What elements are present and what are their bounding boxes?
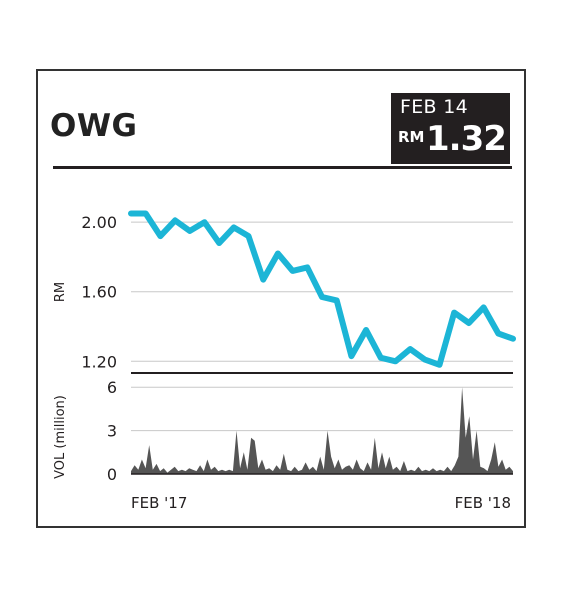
chart-frame <box>36 69 526 528</box>
volume-y-tick-label: 3 <box>107 422 117 441</box>
price-y-tick-label: 1.60 <box>81 283 117 302</box>
price-value: 1.32 <box>426 119 507 159</box>
price-y-tick-label: 2.00 <box>81 213 117 232</box>
price-date: FEB 14 <box>400 96 468 118</box>
price-box: FEB 14 RM 1.32 <box>391 93 510 164</box>
x-tick-end: FEB '18 <box>455 494 511 512</box>
volume-y-axis-label: VOL (million) <box>53 395 68 479</box>
price-line-series <box>128 210 516 368</box>
volume-gridlines <box>131 386 513 432</box>
price-y-tick-label: 1.20 <box>81 352 117 371</box>
volume-y-ticks: 6 3 0 <box>107 378 117 484</box>
volume-area-series <box>131 387 513 474</box>
volume-y-tick-label: 6 <box>107 378 117 397</box>
price-currency: RM <box>398 128 425 146</box>
stock-ticker: OWG <box>50 108 138 144</box>
volume-y-tick-label: 0 <box>107 465 117 484</box>
header-rule <box>53 166 512 169</box>
x-tick-start: FEB '17 <box>131 494 187 512</box>
price-y-ticks: 2.00 1.60 1.20 <box>81 213 117 371</box>
price-y-axis-label: RM <box>53 282 68 302</box>
